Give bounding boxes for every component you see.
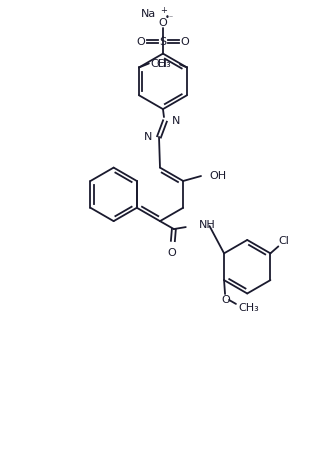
Text: NH: NH xyxy=(199,220,215,230)
Text: O: O xyxy=(181,37,189,47)
Text: S: S xyxy=(160,37,167,47)
Text: CH₃: CH₃ xyxy=(238,303,259,313)
Text: O: O xyxy=(167,248,176,258)
Text: +: + xyxy=(160,7,167,16)
Text: O: O xyxy=(137,37,145,47)
Text: CH₃: CH₃ xyxy=(150,59,171,68)
Text: Na: Na xyxy=(140,9,156,19)
Text: N: N xyxy=(172,116,180,126)
Text: Cl: Cl xyxy=(279,236,290,246)
Text: •⁻: •⁻ xyxy=(164,13,174,22)
Text: O: O xyxy=(159,18,167,28)
Text: O: O xyxy=(222,295,230,305)
Text: Cl: Cl xyxy=(156,59,167,68)
Text: OH: OH xyxy=(209,171,226,181)
Text: N: N xyxy=(144,132,152,142)
